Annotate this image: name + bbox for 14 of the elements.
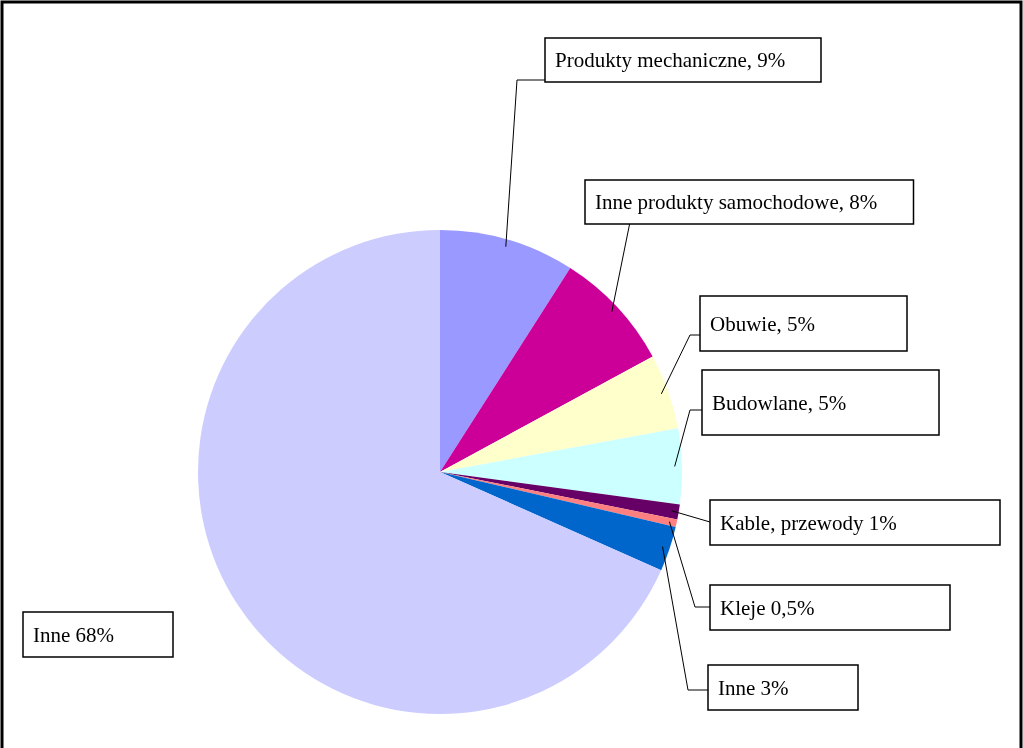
pie-slice xyxy=(440,230,571,472)
slice-label: Inne produkty samochodowe, 8% xyxy=(595,190,878,214)
pie-slice xyxy=(440,428,682,505)
pie-slice xyxy=(440,268,653,472)
slice-label: Kleje 0,5% xyxy=(720,595,815,620)
pie-slice xyxy=(440,472,676,571)
slice-label: Obuwie, 5% xyxy=(710,311,815,336)
pie-slice xyxy=(440,356,679,472)
pie-slice xyxy=(198,230,662,714)
slice-label: Kable, przewody 1% xyxy=(720,510,897,535)
slice-label: Budowlane, 5% xyxy=(712,390,847,415)
slice-label: Inne 68% xyxy=(33,622,115,647)
slice-label: Inne 3% xyxy=(718,675,789,700)
slice-label: Produkty mechaniczne, 9% xyxy=(555,48,786,72)
